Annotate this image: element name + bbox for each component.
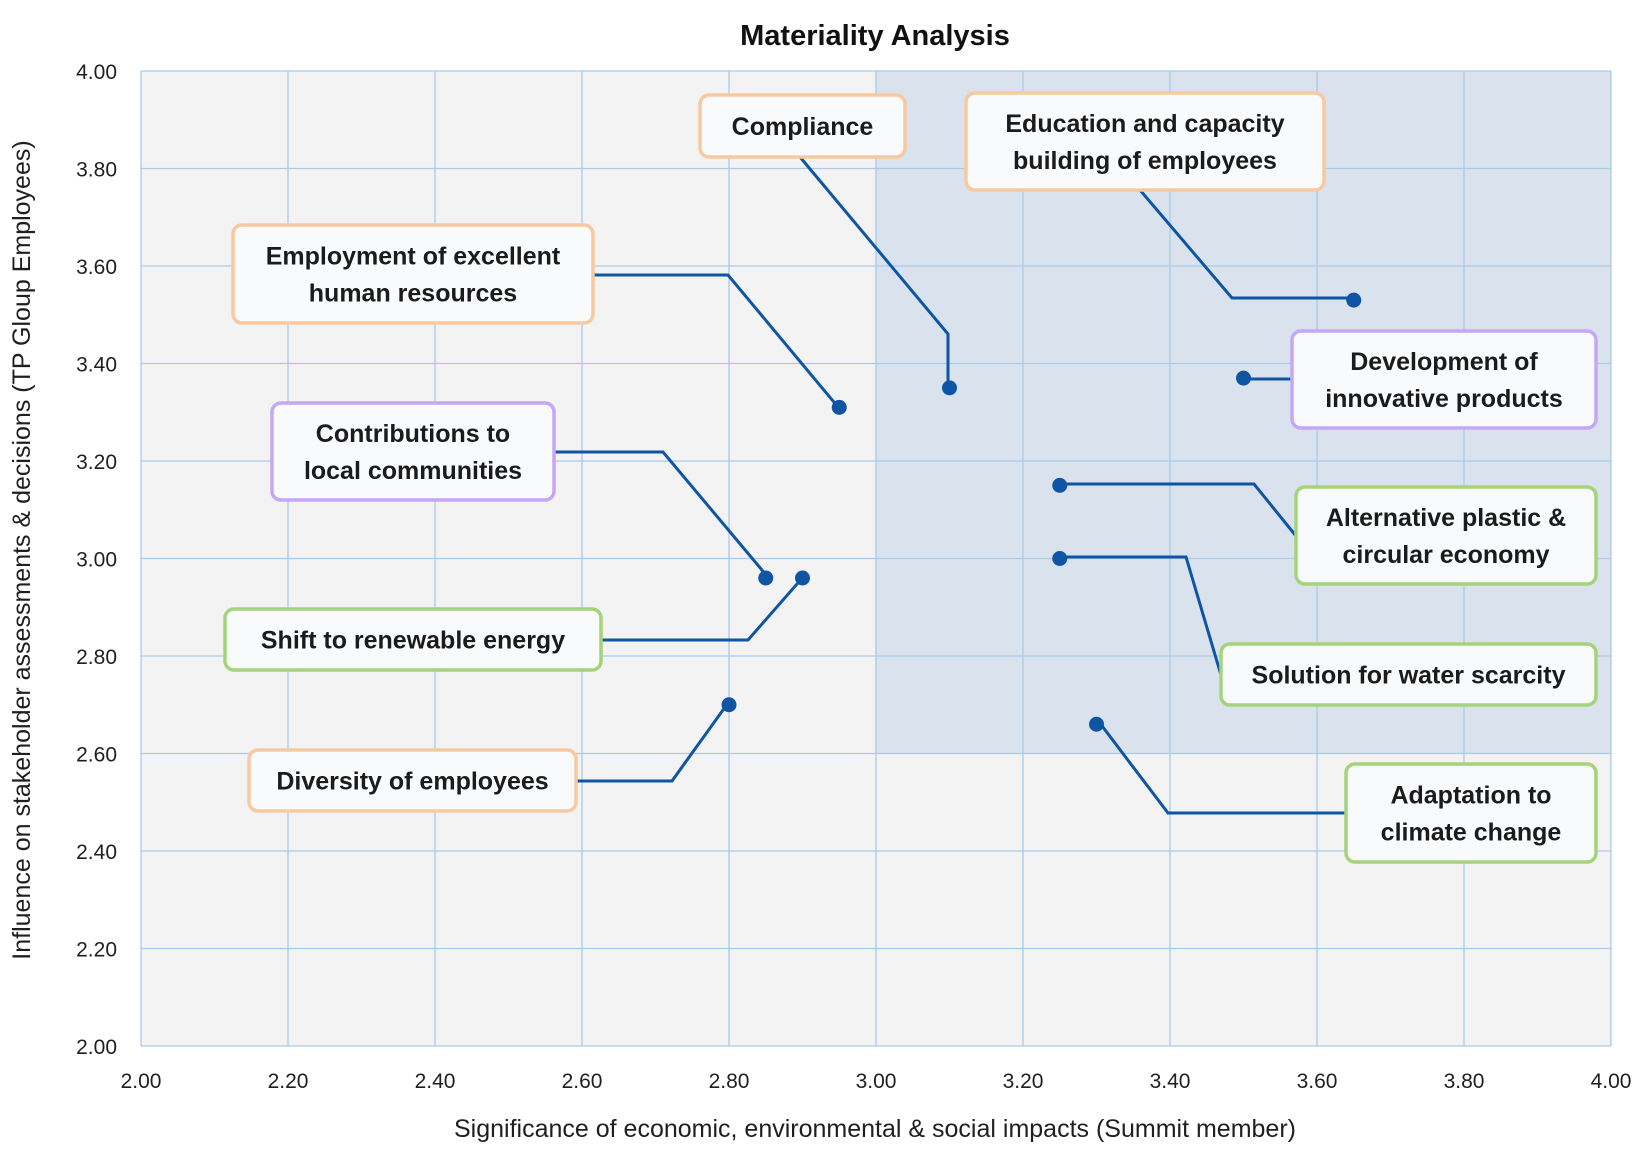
x-tick-label: 2.80	[709, 1070, 750, 1093]
callout-box	[964, 91, 1326, 192]
x-axis-label: Significance of economic, environmental …	[454, 1115, 1296, 1143]
y-axis-label: Influence on stakeholder assessments & d…	[8, 140, 36, 959]
y-tick-label: 3.20	[76, 451, 117, 474]
point-label: Employment of excellent human resources	[266, 243, 561, 308]
point-label: Shift to renewable energy	[261, 627, 565, 655]
callout-box	[247, 748, 578, 813]
point-label: Contributions to local communities	[304, 420, 522, 485]
point-label: Adaptation to climate change	[1381, 782, 1562, 847]
data-point	[831, 399, 847, 415]
x-tick-label: 3.00	[856, 1070, 897, 1093]
callout-layer: Compliance Education and capacity building…	[223, 91, 1598, 864]
x-tick-label: 3.80	[1444, 1070, 1485, 1093]
data-point-layer	[721, 292, 1362, 732]
y-tick-label: 3.40	[76, 354, 117, 377]
x-tick-label: 2.40	[415, 1070, 456, 1093]
data-point	[795, 570, 810, 586]
data-point	[1052, 551, 1068, 566]
data-point	[758, 570, 774, 586]
point-label: Compliance	[732, 113, 874, 141]
y-tick-label: 3.80	[76, 159, 117, 182]
callout-box	[270, 401, 556, 502]
callout-box	[1344, 762, 1598, 864]
y-tick-label: 2.80	[76, 646, 117, 669]
x-tick-label: 3.20	[1003, 1070, 1044, 1093]
callout-box	[1294, 485, 1598, 586]
data-point	[1089, 716, 1104, 732]
y-tick-label: 3.00	[76, 549, 117, 572]
data-point	[721, 697, 737, 713]
chart-title: Materiality Analysis	[740, 20, 1010, 52]
callout-box	[1219, 642, 1598, 707]
point-label: Education and capacity building of employ…	[1005, 110, 1284, 175]
callout-box	[698, 93, 907, 159]
callout-box	[1290, 329, 1598, 430]
tick-label-layer: 2.00 2.20 2.40 2.60 2.80 3.00 3.20 3.40 3.60 3.80…	[76, 61, 1631, 1093]
y-tick-label: 2.00	[76, 1036, 117, 1059]
data-point	[942, 380, 957, 396]
x-tick-label: 2.20	[268, 1070, 309, 1093]
callout-box	[231, 223, 595, 325]
y-tick-label: 2.20	[76, 939, 117, 962]
point-label: Alternative plastic & circular economy	[1326, 504, 1566, 569]
point-label: Diversity of employees	[276, 768, 548, 796]
x-tick-label: 2.00	[121, 1070, 162, 1093]
y-tick-label: 2.60	[76, 744, 117, 767]
x-tick-label: 3.60	[1297, 1070, 1338, 1093]
y-tick-label: 2.40	[76, 841, 117, 864]
x-tick-label: 2.60	[562, 1070, 603, 1093]
point-label: Development of innovative products	[1325, 348, 1563, 413]
y-tick-label: 3.60	[76, 256, 117, 279]
data-point	[1346, 292, 1362, 308]
callout-box	[223, 607, 603, 672]
y-tick-label: 4.00	[76, 61, 117, 84]
data-point	[1236, 370, 1251, 386]
data-point	[1052, 477, 1068, 493]
x-tick-label: 4.00	[1591, 1070, 1632, 1093]
x-tick-label: 3.40	[1150, 1070, 1191, 1093]
point-label: Solution for water scarcity	[1252, 662, 1566, 690]
